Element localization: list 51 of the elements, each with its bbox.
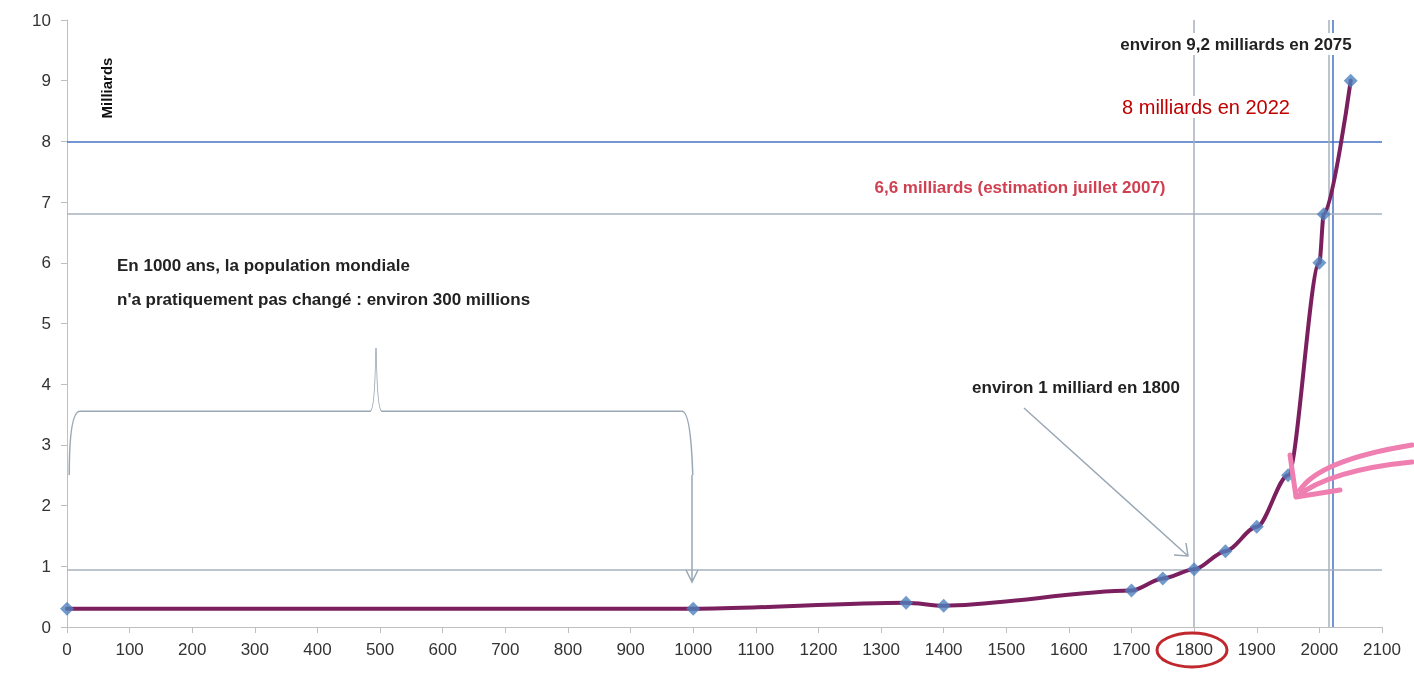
y-axis-title: Milliards: [97, 57, 115, 119]
x-tick-label: 1000: [674, 640, 713, 659]
point: [1343, 73, 1358, 88]
x-tick-label: 300: [240, 640, 270, 659]
x-tick-label: 1900: [1237, 640, 1276, 659]
y-tick-label: 5: [41, 314, 51, 333]
x-tick-label: 1800: [1175, 640, 1214, 659]
x-tick-label: 1700: [1112, 640, 1151, 659]
point: [1124, 583, 1139, 598]
x-tick-label: 1600: [1049, 640, 1088, 659]
x-tick-label: 500: [365, 640, 395, 659]
point: [1187, 562, 1202, 577]
x-tick-label: 2100: [1363, 640, 1401, 659]
annotation: En 1000 ans, la population mondiale n'a pratiquement pas changé : environ 300 millions: [117, 255, 531, 309]
y-tick-label: 2: [41, 496, 51, 516]
point: [1155, 571, 1170, 586]
y-tick-label: 6: [41, 253, 51, 273]
x-tick-label: 0: [62, 640, 72, 659]
x-tick-label: 200: [178, 640, 207, 659]
point: [936, 598, 951, 613]
x-tick-label: 700: [491, 640, 520, 659]
point: [899, 595, 914, 610]
y-tick-label: 0: [41, 617, 51, 637]
point: [686, 601, 701, 616]
annotation: 8 milliards en 2022: [1122, 96, 1290, 118]
annotation: 6,6 milliards (estimation juillet 2007): [874, 177, 1166, 197]
x-tick-label: 600: [428, 640, 457, 659]
x-tick-label: 1500: [987, 640, 1026, 659]
y-tick-label: 1: [41, 556, 51, 576]
y-tick-label: 7: [41, 192, 51, 212]
x-tick-label: 1100: [737, 640, 775, 659]
point: [60, 601, 74, 616]
x-tick-label: 900: [616, 640, 645, 659]
y-tick-label: 8: [41, 131, 51, 151]
x-tick-label: 1400: [924, 640, 963, 659]
x-tick-label: 1200: [799, 640, 838, 659]
annotation: environ 9,2 milliards en 2075: [1120, 34, 1352, 54]
y-tick-label: 3: [41, 435, 51, 455]
point: [1218, 544, 1233, 559]
annotation: environ 1 milliard en 1800: [972, 377, 1180, 397]
y-tick-label: 4: [41, 374, 51, 394]
point: [1312, 255, 1327, 270]
x-tick-label: 100: [115, 640, 144, 659]
x-tick-label: 800: [553, 640, 583, 659]
y-tick-label: 9: [41, 71, 51, 91]
x-tick-label: 400: [303, 640, 332, 659]
x-tick-label: 2000: [1300, 640, 1339, 659]
point: [1249, 519, 1264, 534]
y-tick-label: 10: [32, 10, 51, 30]
x-tick-label: 1300: [862, 640, 900, 659]
point: [1316, 207, 1331, 222]
